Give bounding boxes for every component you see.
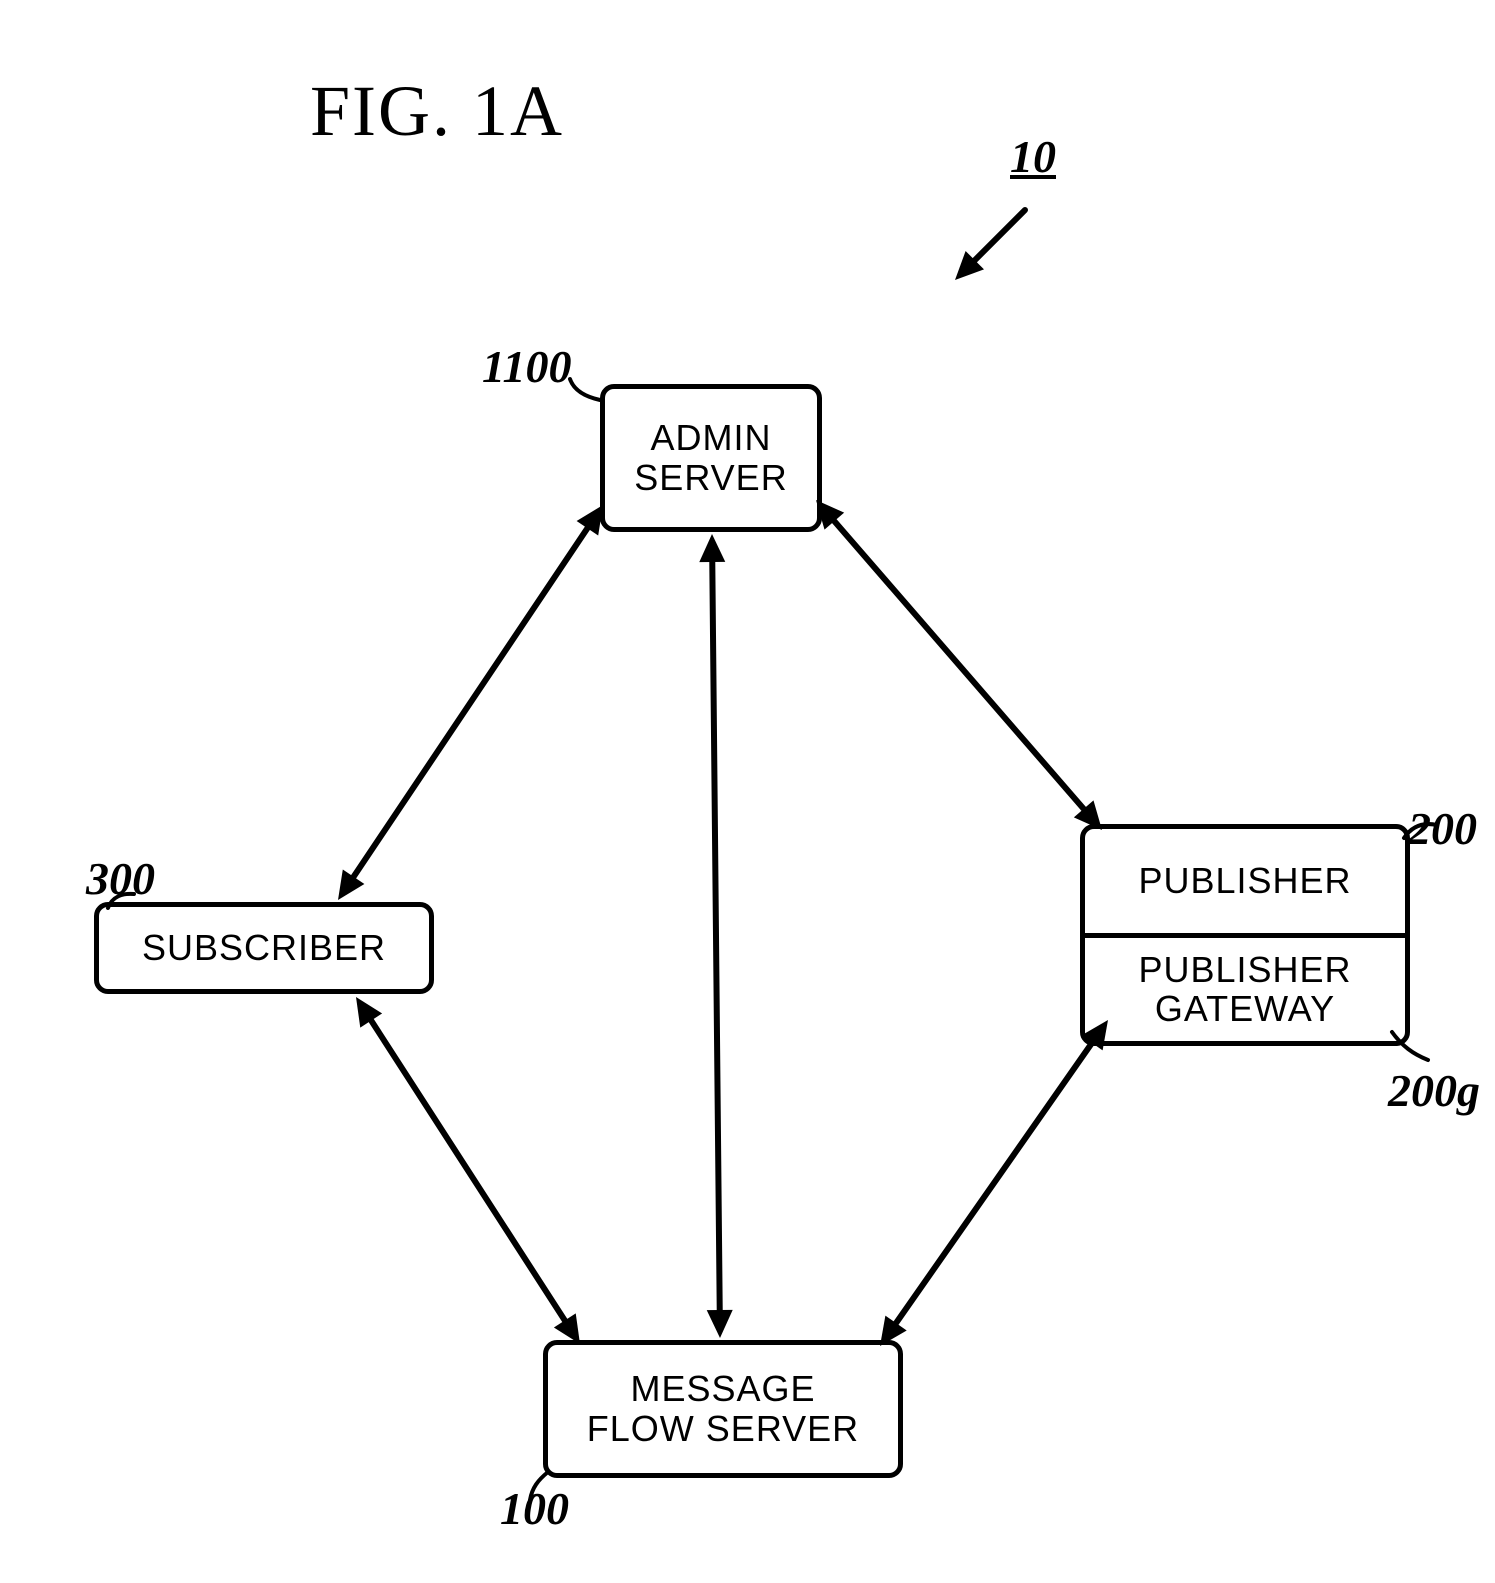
publisher-gateway-label-line1: PUBLISHER bbox=[1138, 950, 1351, 990]
admin-server-label-line2: SERVER bbox=[634, 458, 787, 498]
subscriber-node: SUBSCRIBER bbox=[94, 902, 434, 994]
ref-300: 300 bbox=[86, 852, 155, 905]
mfs-label-line2: FLOW SERVER bbox=[587, 1409, 859, 1449]
admin-server-node: ADMIN SERVER bbox=[600, 384, 822, 532]
message-flow-server-node: MESSAGE FLOW SERVER bbox=[543, 1340, 903, 1478]
publisher-gateway-cell: PUBLISHER GATEWAY bbox=[1138, 938, 1351, 1042]
ref-100: 100 bbox=[500, 1482, 569, 1535]
ref-200: 200 bbox=[1408, 802, 1477, 855]
figure-title: FIG. 1A bbox=[310, 70, 564, 153]
admin-server-label-line1: ADMIN bbox=[651, 418, 772, 458]
subscriber-label: SUBSCRIBER bbox=[142, 928, 386, 968]
ref-200g: 200g bbox=[1388, 1064, 1480, 1117]
mfs-label-line1: MESSAGE bbox=[630, 1369, 815, 1409]
publisher-node: PUBLISHER PUBLISHER GATEWAY bbox=[1080, 824, 1410, 1046]
publisher-top-cell: PUBLISHER bbox=[1138, 829, 1351, 933]
publisher-label: PUBLISHER bbox=[1138, 861, 1351, 901]
ref-1100: 1100 bbox=[482, 340, 571, 393]
publisher-gateway-label-line2: GATEWAY bbox=[1155, 989, 1335, 1029]
ref-10: 10 bbox=[1010, 130, 1056, 183]
